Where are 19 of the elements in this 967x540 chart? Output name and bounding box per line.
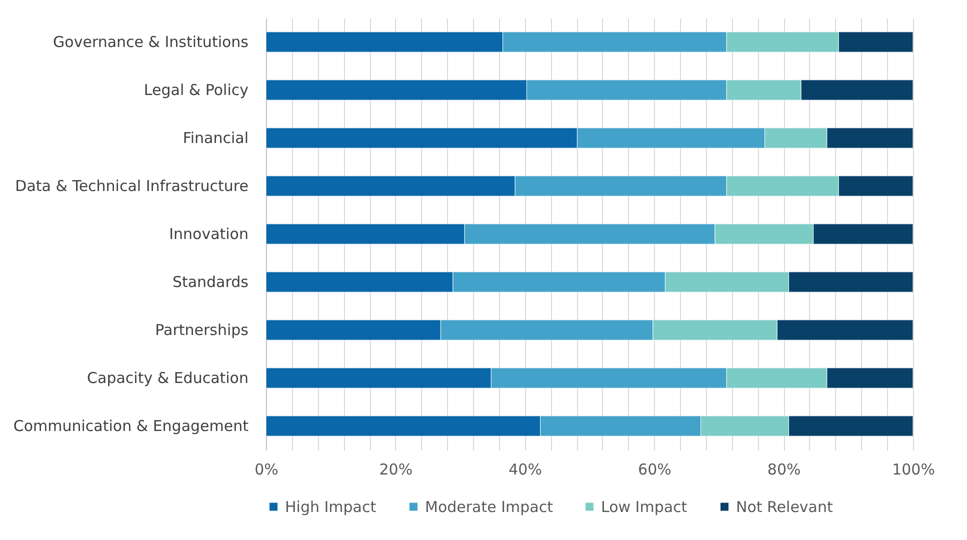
y-tick-label: Capacity & Education — [87, 369, 248, 387]
legend-label: Not Relevant — [736, 498, 833, 516]
legend-label: High Impact — [285, 498, 376, 516]
y-tick-label: Innovation — [169, 225, 248, 243]
x-tick-label: 40% — [508, 460, 542, 478]
legend-label: Moderate Impact — [425, 498, 554, 516]
y-tick-label: Data & Technical Infrastructure — [15, 177, 248, 195]
legend-label: Low Impact — [601, 498, 688, 516]
y-tick-label: Communication & Engagement — [13, 417, 249, 435]
x-tick-label: 0% — [254, 460, 278, 478]
y-tick-label: Legal & Policy — [144, 81, 249, 99]
x-tick-label: 60% — [638, 460, 672, 478]
x-tick-label: 20% — [379, 460, 413, 478]
x-tick-label: 100% — [892, 460, 935, 478]
y-tick-label: Partnerships — [155, 321, 249, 339]
y-tick-label: Financial — [182, 129, 248, 147]
y-tick-label: Standards — [172, 273, 249, 291]
y-tick-label: Governance & Institutions — [53, 33, 249, 51]
x-tick-label: 80% — [767, 460, 801, 478]
